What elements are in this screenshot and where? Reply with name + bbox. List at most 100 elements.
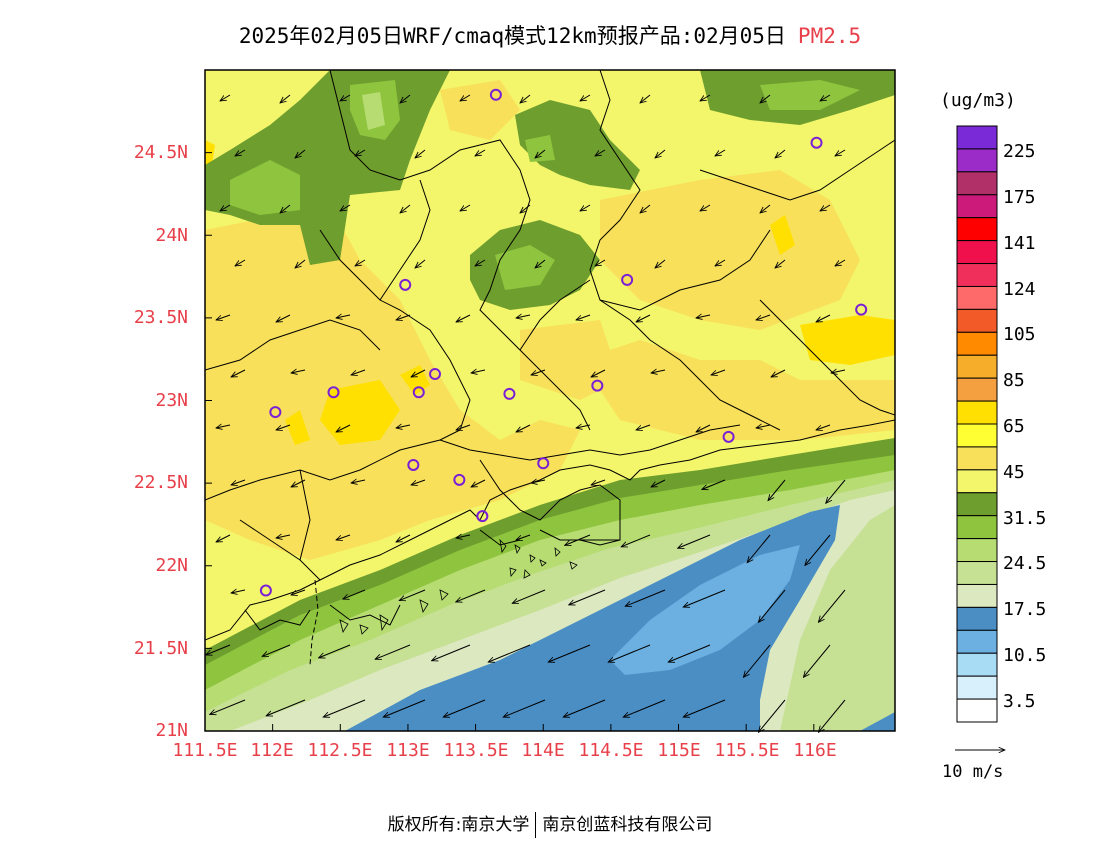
legend-label-10-5: 10.5 — [1003, 645, 1047, 666]
wind-arrow — [295, 149, 306, 158]
wind-arrow — [411, 479, 426, 485]
wind-arrow — [771, 369, 786, 377]
station-marker — [855, 303, 868, 316]
legend-swatch — [956, 308, 998, 333]
wind-arrow — [595, 149, 606, 156]
legend-label-65: 65 — [1003, 416, 1025, 437]
wind-arrow — [415, 259, 426, 268]
lat-label-23: 23N — [155, 390, 188, 411]
wind-arrow — [400, 94, 411, 103]
wind-arrow — [580, 204, 591, 211]
wind-arrow — [805, 534, 831, 565]
wind-arrow — [683, 699, 726, 717]
legend-label-45: 45 — [1003, 462, 1025, 483]
wind-arrow — [475, 149, 486, 156]
legend-swatch — [956, 263, 998, 287]
legend-swatch — [956, 377, 998, 402]
wind-arrow — [340, 94, 351, 101]
legend-swatch — [956, 217, 998, 242]
wind-arrow — [760, 94, 771, 103]
wind-arrow — [216, 425, 231, 428]
wind-arrow — [623, 699, 666, 717]
legend-swatch — [956, 583, 998, 608]
wind-arrow — [432, 644, 471, 661]
lat-label-23-5: 23.5N — [133, 307, 188, 328]
wind-arrow — [516, 424, 531, 432]
wind-arrow — [235, 259, 246, 266]
wind-arrow — [743, 644, 771, 677]
station-marker — [412, 386, 425, 399]
wind-arrow — [220, 204, 231, 211]
concentration-field — [205, 70, 895, 731]
legend-label-124: 124 — [1003, 279, 1036, 300]
lon-label-112-5: 112.5E — [307, 740, 373, 761]
wind-arrow — [340, 204, 351, 211]
legend-swatch — [956, 240, 998, 265]
station-marker — [621, 273, 634, 286]
wind-arrow — [355, 149, 366, 156]
wind-arrow — [818, 589, 846, 622]
wind-arrow — [399, 589, 426, 601]
wind-arrow — [460, 204, 471, 211]
wind-arrow — [375, 644, 411, 659]
legend-swatch — [956, 194, 998, 219]
wind-arrow — [760, 204, 771, 213]
wind-arrow — [640, 204, 651, 213]
wind-arrow — [351, 480, 366, 483]
wind-arrow — [503, 699, 546, 717]
wind-arrow — [291, 370, 306, 373]
legend-swatch — [956, 171, 998, 196]
legend-swatch — [956, 561, 998, 585]
wind-arrow — [826, 479, 846, 503]
lat-label-21-5: 21.5N — [133, 638, 188, 659]
station-marker — [399, 278, 412, 291]
legend-swatch — [956, 331, 998, 356]
wind-arrow — [351, 369, 366, 375]
station-marker — [269, 406, 282, 419]
wind-arrow — [400, 204, 411, 213]
wind-arrow — [383, 699, 426, 717]
wind-arrow — [220, 94, 231, 101]
wind-arrow — [291, 479, 306, 487]
legend-label-31-5: 31.5 — [1003, 508, 1047, 529]
wind-arrow — [460, 94, 471, 101]
wind-arrow — [336, 424, 351, 432]
footer: 版权所有:南京大学 南京创蓝科技有限公司 — [0, 810, 1100, 838]
wind-arrow — [276, 424, 291, 430]
footer-company: 南京创蓝科技有限公司 — [542, 815, 713, 835]
station-marker — [537, 457, 550, 470]
lon-label-113: 113E — [386, 740, 430, 761]
wind-arrow — [336, 315, 351, 318]
wind-arrow — [758, 589, 786, 622]
wind-arrow — [323, 699, 366, 717]
wind-arrow — [569, 589, 606, 605]
wind-arrow — [336, 534, 351, 540]
wind-arrow — [835, 149, 846, 156]
page-title: 2025年02月05日WRF/cmaq模式12km预报产品:02月05日 PM2.… — [0, 20, 1100, 50]
lat-label-24-5: 24.5N — [133, 142, 188, 163]
station-marker — [591, 379, 604, 392]
wind-arrow — [636, 424, 651, 430]
station-marker — [476, 510, 489, 523]
wind-arrow — [747, 534, 771, 563]
wind-arrow — [756, 314, 771, 320]
station-marker — [259, 584, 272, 597]
boundaries — [205, 70, 895, 666]
wind-arrow — [591, 369, 606, 377]
lat-label-21: 21N — [155, 720, 188, 741]
wind-arrow — [655, 149, 666, 158]
wind-arrow — [512, 589, 546, 603]
wind-arrow — [700, 204, 711, 211]
wind-arrow — [280, 204, 291, 213]
wind-arrow — [803, 644, 831, 677]
wind-arrow — [396, 314, 411, 320]
legend-swatch — [956, 125, 998, 150]
wind-arrow — [775, 149, 786, 158]
wind-arrow — [319, 644, 351, 658]
legend-label-141: 141 — [1003, 233, 1036, 254]
legend-swatch — [956, 148, 998, 173]
wind-arrow — [471, 479, 486, 487]
wind-arrow — [683, 589, 726, 607]
wind-arrow — [775, 259, 786, 268]
